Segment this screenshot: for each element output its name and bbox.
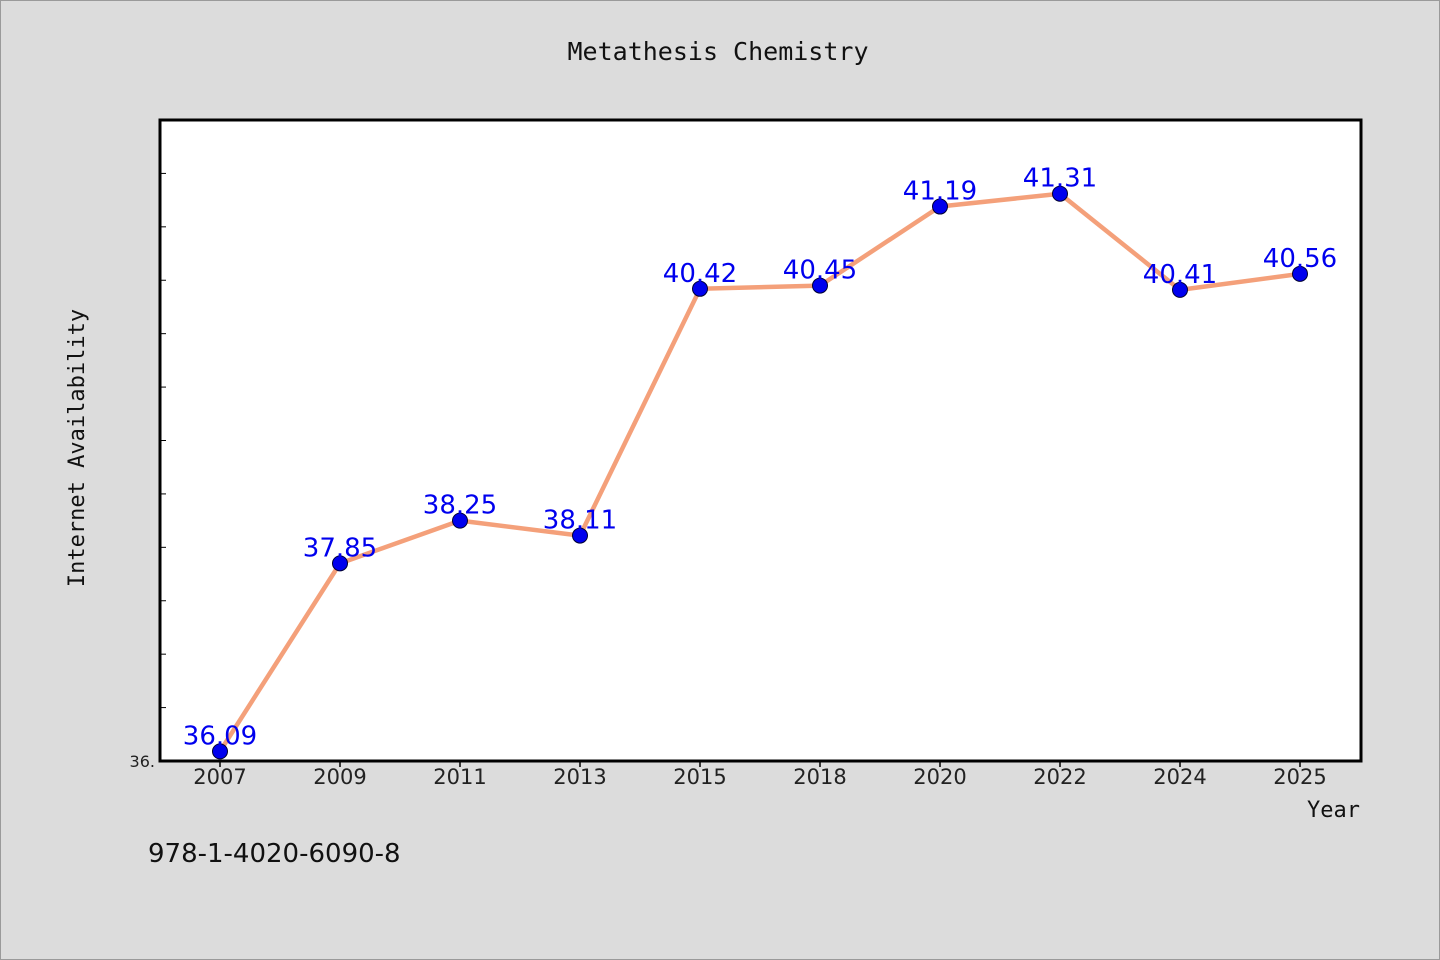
chart-title: Metathesis Chemistry	[567, 37, 868, 66]
data-label: 40.41	[1143, 260, 1217, 290]
data-point	[1172, 281, 1188, 298]
x-tick-label: 2018	[793, 765, 846, 789]
data-point	[452, 512, 468, 529]
data-label: 38.25	[423, 491, 497, 521]
x-tick-label: 2015	[673, 765, 726, 789]
x-tick-label: 2009	[313, 765, 366, 789]
x-tick-label: 2007	[193, 765, 246, 789]
x-tick-label: 2011	[433, 765, 486, 789]
plot-area	[158, 118, 1363, 763]
data-point	[572, 527, 588, 544]
data-labels: 36.09 37.85 38.25 38.11 40.42 40.45 41.19 41.31…	[183, 164, 1337, 752]
data-point	[812, 277, 828, 294]
data-point	[692, 280, 708, 297]
y-tick-label: 36.	[130, 752, 155, 771]
x-tick-label: 2024	[1153, 765, 1206, 789]
footer-isbn: 978-1-4020-6090-8	[148, 839, 401, 869]
data-point	[212, 743, 228, 760]
data-label: 41.31	[1023, 164, 1097, 194]
data-label: 37.85	[303, 533, 377, 563]
series-markers	[212, 185, 1308, 760]
data-label: 36.09	[183, 721, 257, 751]
data-point	[1292, 265, 1308, 282]
y-axis-ticks	[160, 119, 166, 762]
x-tick-label: 2020	[913, 765, 966, 789]
y-axis-label: Internet Availability	[65, 309, 90, 587]
data-label: 40.56	[1263, 244, 1337, 274]
data-label: 38.11	[543, 506, 617, 536]
data-label: 40.42	[663, 259, 737, 289]
x-tick-label: 2013	[553, 765, 606, 789]
data-point	[332, 555, 348, 572]
x-axis-label: Year	[1307, 798, 1360, 823]
data-label: 41.19	[903, 177, 977, 207]
data-point	[932, 198, 948, 215]
series-line	[217, 191, 1303, 754]
x-tick-label: 2025	[1273, 765, 1326, 789]
x-tick-label: 2022	[1033, 765, 1086, 789]
data-point	[1052, 185, 1068, 202]
x-axis-ticks: 2007 2009 2011 2013 2015 2018 2020 2022 2024 2025	[193, 761, 1327, 789]
data-label: 40.45	[783, 256, 857, 286]
